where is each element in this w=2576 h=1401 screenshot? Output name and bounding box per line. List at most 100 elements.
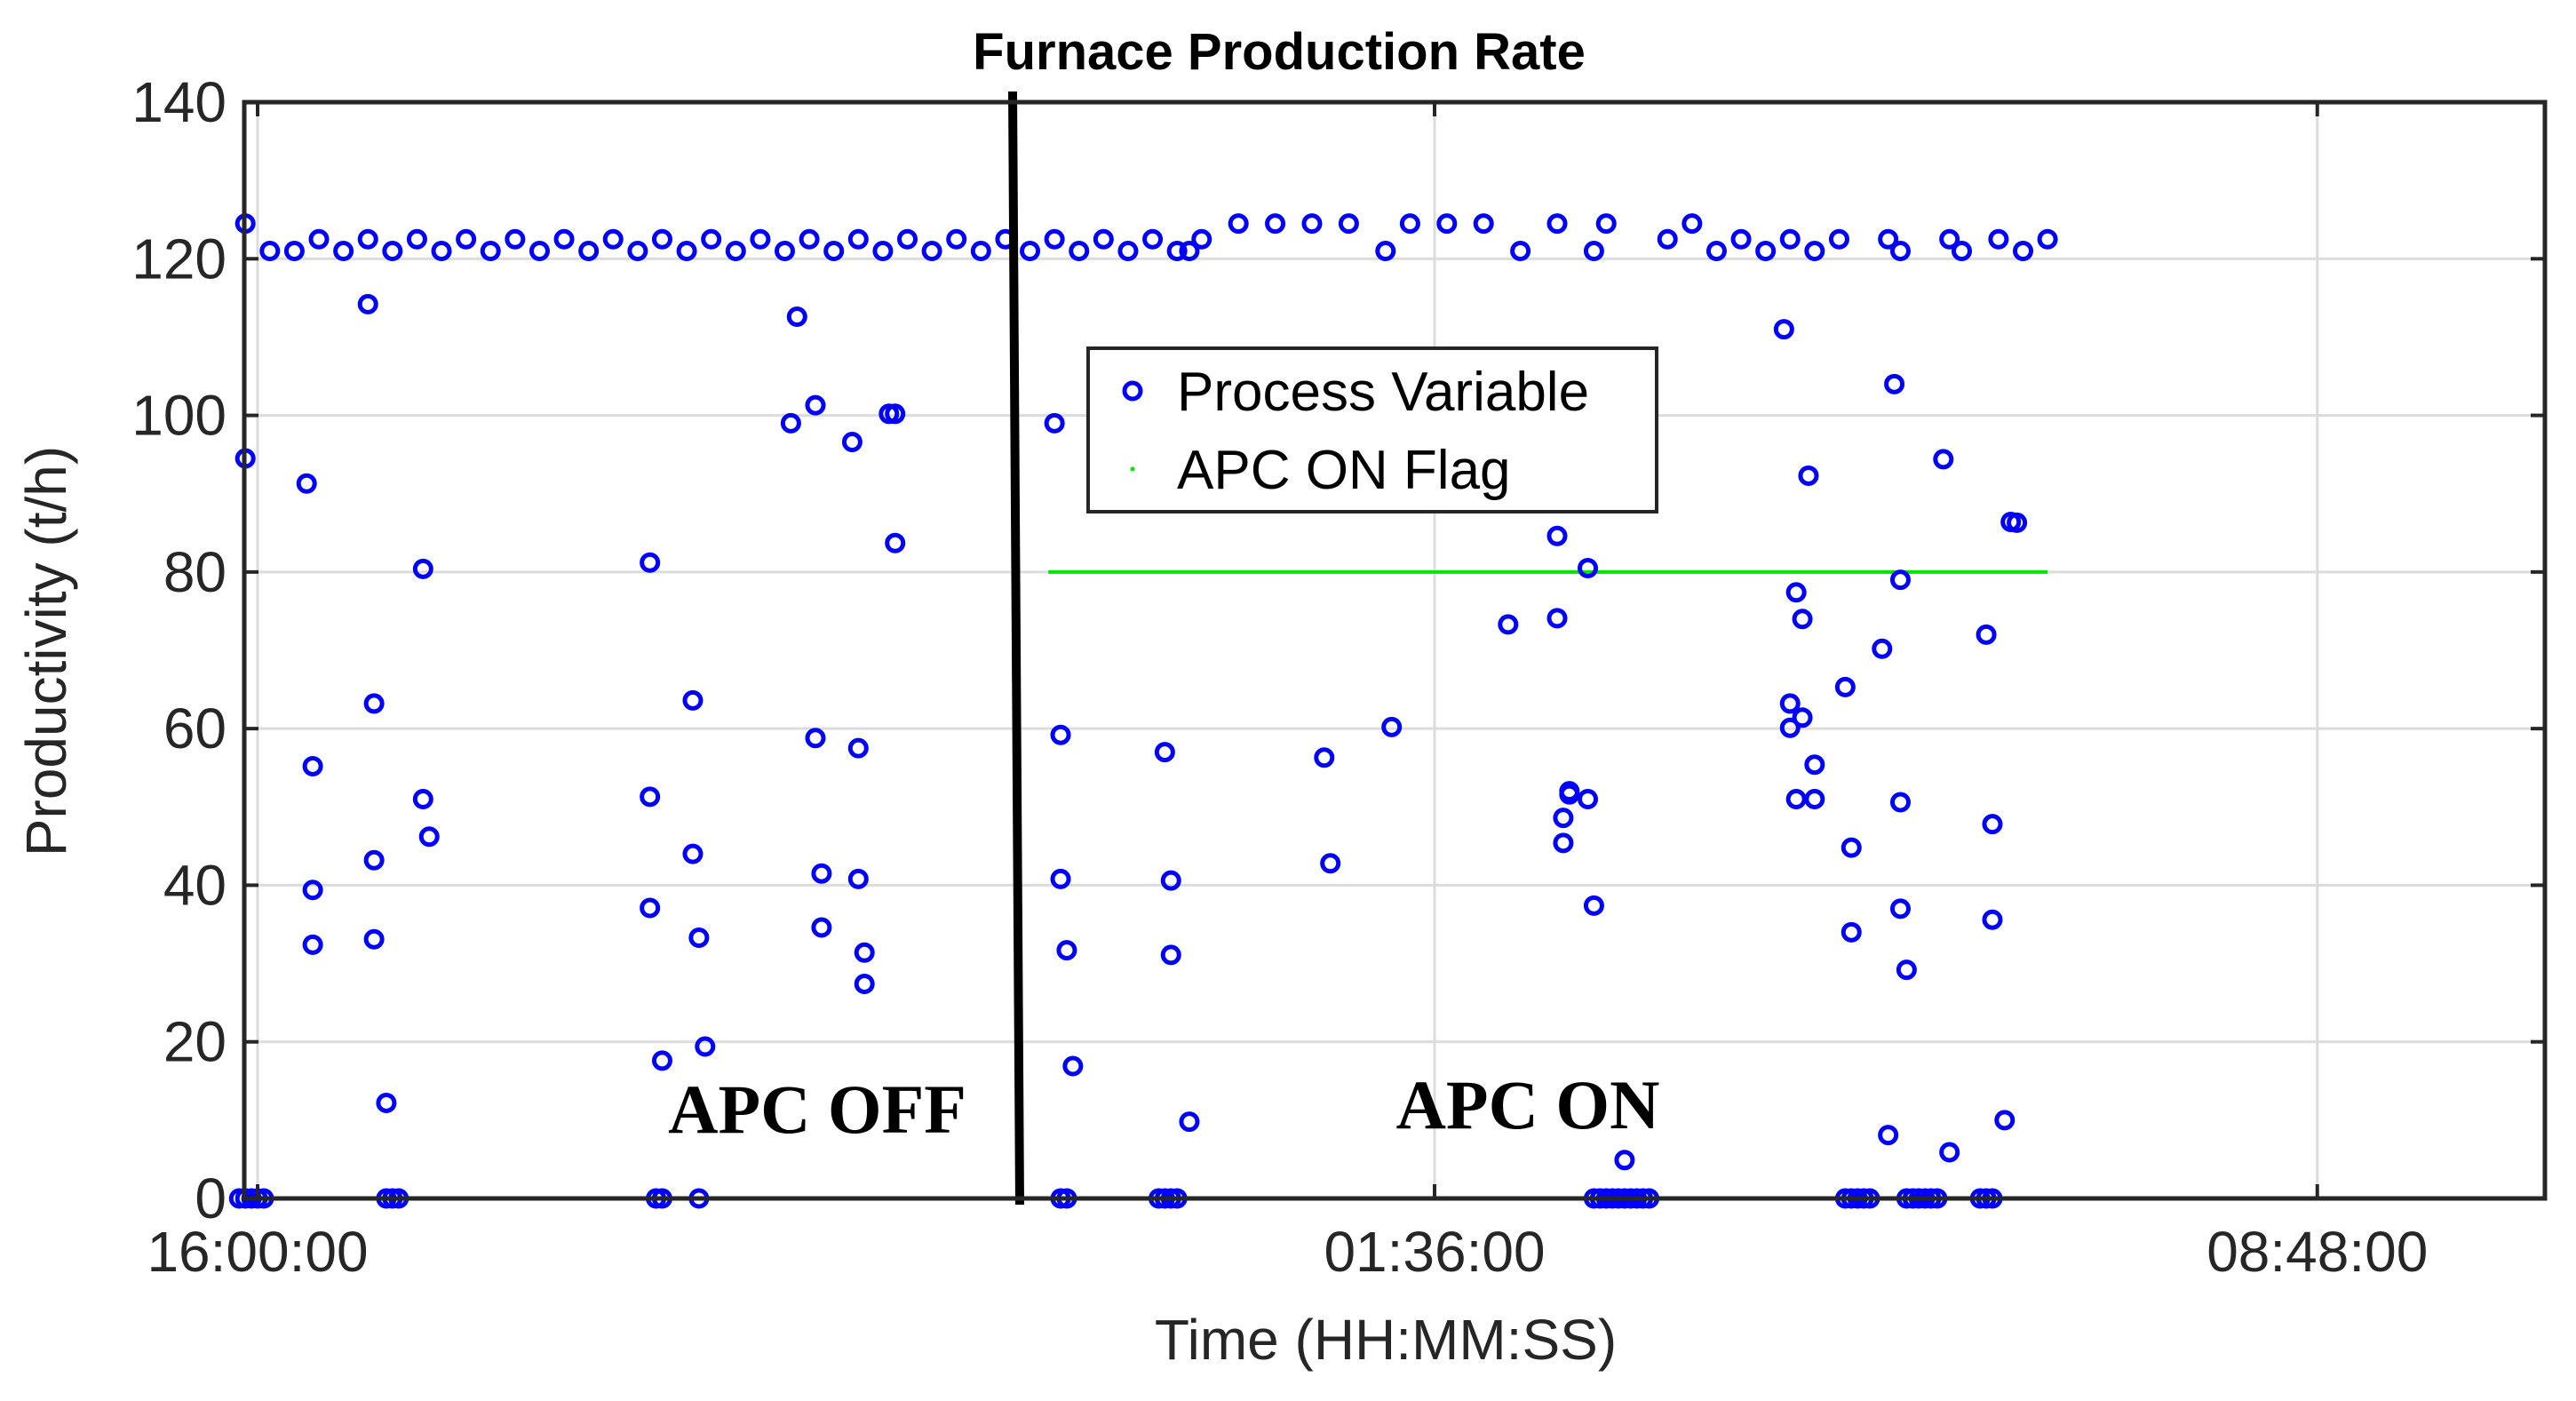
data-point	[1301, 213, 1323, 235]
data-point	[847, 228, 869, 250]
data-point	[1779, 717, 1801, 738]
data-point	[799, 228, 820, 250]
data-point	[1834, 676, 1856, 697]
legend: Process Variable APC ON Flag	[1086, 346, 1658, 513]
data-point	[1583, 895, 1604, 916]
y-tick-label: 60	[163, 697, 227, 760]
data-point	[1583, 240, 1604, 261]
apc-switch-line	[1008, 91, 1024, 1206]
data-point	[811, 863, 832, 884]
data-point	[1785, 582, 1807, 603]
y-tick-label: 0	[195, 1166, 227, 1230]
data-point	[1546, 525, 1568, 546]
legend-marker-dot	[1130, 466, 1135, 472]
data-point	[1160, 944, 1181, 966]
data-point	[1320, 853, 1341, 874]
x-axis-label: Time (HH:MM:SS)	[1155, 1308, 1617, 1372]
data-point	[1939, 1142, 1960, 1163]
data-point	[1889, 569, 1911, 591]
data-point	[412, 788, 433, 809]
data-point	[1889, 792, 1911, 813]
data-point	[602, 228, 624, 250]
data-point	[786, 306, 807, 328]
data-point	[805, 394, 826, 416]
axis-ticks: 0 20 40 60 80 100 120 140 16:00:00 01:36:00 08:48:…	[131, 70, 2545, 1284]
data-point	[1578, 788, 1599, 809]
data-point	[2037, 228, 2058, 250]
legend-entry-apc-on-flag: APC ON Flag	[1177, 440, 1511, 501]
data-point	[1982, 814, 2003, 835]
data-point	[695, 1036, 716, 1057]
data-point	[750, 228, 771, 250]
data-point	[885, 532, 906, 553]
data-point	[897, 228, 918, 250]
data-point	[1889, 898, 1911, 919]
data-point	[1884, 373, 1905, 394]
y-tick-label: 80	[163, 540, 227, 604]
chart-title: Furnace Production Rate	[973, 23, 1586, 81]
data-point	[1988, 228, 2009, 250]
data-point	[1773, 319, 1794, 340]
data-point	[2013, 240, 2033, 261]
data-point	[1179, 1111, 1200, 1133]
data-point	[682, 689, 704, 711]
data-point	[970, 240, 991, 261]
data-point	[847, 868, 869, 889]
data-point	[676, 240, 697, 261]
data-point	[701, 228, 722, 250]
y-axis-label: Productivity (t/h)	[14, 446, 78, 856]
data-point	[1614, 1150, 1635, 1171]
data-point	[1804, 240, 1825, 261]
data-point	[1872, 638, 1893, 659]
data-point	[627, 240, 648, 261]
data-point	[640, 786, 661, 808]
data-point	[1578, 557, 1599, 578]
grid-layer	[244, 102, 2545, 1198]
data-point	[1730, 228, 1752, 250]
data-point	[1798, 465, 1819, 486]
data-point	[1338, 213, 1359, 235]
data-point	[640, 552, 661, 573]
data-point	[640, 897, 661, 919]
data-point	[505, 228, 526, 250]
data-point	[1841, 921, 1862, 943]
data-point	[529, 240, 550, 261]
data-point	[1191, 228, 1212, 250]
data-point	[1559, 784, 1580, 805]
data-point	[854, 973, 875, 994]
data-point	[1553, 808, 1574, 829]
data-point	[1056, 940, 1077, 961]
data-point	[1154, 742, 1175, 763]
data-point	[1939, 228, 1960, 250]
data-point	[847, 737, 869, 759]
data-point	[1050, 868, 1071, 889]
data-point	[578, 240, 600, 261]
data-point	[1265, 213, 1286, 235]
data-point	[1044, 228, 1065, 250]
legend-marker-circle	[1122, 380, 1143, 402]
data-point	[1510, 240, 1531, 261]
data-point	[1044, 412, 1065, 434]
data-point	[1792, 707, 1813, 728]
data-point	[805, 728, 826, 749]
data-point	[412, 558, 433, 579]
data-point	[688, 927, 710, 948]
data-point	[1020, 240, 1041, 261]
data-point	[363, 849, 385, 871]
data-point	[1375, 240, 1396, 261]
data-point	[382, 240, 403, 261]
data-point	[651, 1050, 672, 1071]
data-point	[1982, 909, 2003, 930]
data-point	[1785, 788, 1807, 809]
data-point	[682, 843, 704, 864]
data-point	[333, 240, 354, 261]
y-tick-label: 40	[163, 853, 227, 917]
data-point	[774, 240, 795, 261]
data-point	[1878, 228, 1899, 250]
data-point	[1050, 724, 1071, 745]
data-point	[1142, 228, 1164, 250]
data-point	[1705, 240, 1727, 261]
data-point	[1546, 608, 1568, 629]
data-point	[308, 228, 330, 250]
data-point	[2007, 512, 2028, 533]
